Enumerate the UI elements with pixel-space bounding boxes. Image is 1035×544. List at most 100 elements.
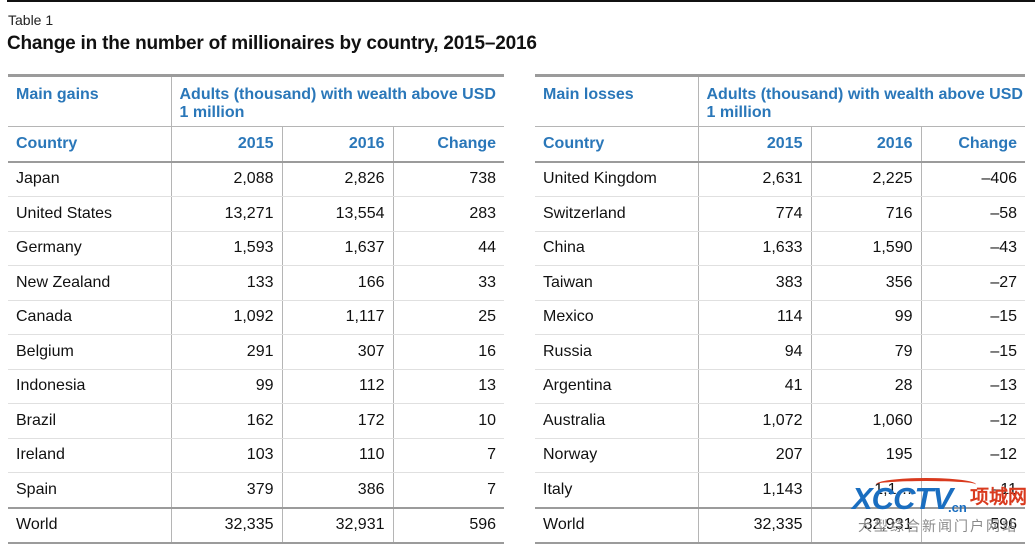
value-2015-cell: 103 [170, 438, 282, 473]
value-2015-cell: 379 [170, 472, 282, 508]
country-cell: Brazil [8, 403, 171, 439]
losses-row: Australia 1,072 1,060 –12 [535, 403, 1026, 439]
losses-rows: United Kingdom 2,631 2,225 –406 Switzerland 7… [535, 161, 1026, 544]
value-2015-cell: 1,593 [170, 231, 282, 266]
world-label-cell: World [535, 506, 698, 544]
value-2016-cell: 2,225 [810, 161, 921, 197]
value-2015-cell: 41 [697, 369, 811, 404]
world-2015-cell: 32,335 [697, 506, 811, 544]
value-2016-cell: 166 [281, 265, 393, 301]
losses-col-country: Country [535, 125, 698, 163]
value-2016-cell: 13,554 [281, 196, 393, 232]
value-2015-cell: 162 [170, 403, 282, 439]
value-2015-cell: 774 [697, 196, 811, 232]
losses-col-2015: 2015 [697, 125, 811, 163]
losses-col-2016: 2016 [810, 125, 921, 163]
gains-row: Canada 1,092 1,117 25 [8, 300, 505, 335]
value-2016-cell: 1,117 [281, 300, 393, 335]
change-cell: –58 [920, 196, 1026, 232]
value-2016-cell: 716 [810, 196, 921, 232]
gains-row: Spain 379 386 7 [8, 472, 505, 508]
country-cell: Switzerland [535, 196, 698, 232]
value-2015-cell: 114 [697, 300, 811, 335]
country-cell: Taiwan [535, 265, 698, 301]
watermark-brand: XCCTV [852, 481, 953, 516]
value-2015-cell: 383 [697, 265, 811, 301]
losses-table: Main losses Adults (thousand) with wealt… [535, 77, 1026, 544]
gains-top-rule [8, 74, 504, 77]
gains-row: Germany 1,593 1,637 44 [8, 231, 505, 266]
country-cell: Argentina [535, 369, 698, 404]
gains-row: Belgium 291 307 16 [8, 334, 505, 370]
world-2015-cell: 32,335 [170, 506, 282, 544]
value-2016-cell: 195 [810, 438, 921, 473]
value-2015-cell: 2,088 [170, 161, 282, 197]
gains-col-2015: 2015 [170, 125, 282, 163]
change-cell: 13 [392, 369, 505, 404]
country-cell: Ireland [8, 438, 171, 473]
value-2015-cell: 99 [170, 369, 282, 404]
gains-table: Main gains Adults (thousand) with wealth… [8, 77, 505, 544]
value-2015-cell: 1,633 [697, 231, 811, 266]
value-2016-cell: 307 [281, 334, 393, 370]
losses-top-rule [535, 74, 1025, 77]
country-cell: Russia [535, 334, 698, 370]
gains-row: Ireland 103 110 7 [8, 438, 505, 473]
gains-row: New Zealand 133 166 33 [8, 265, 505, 301]
value-2015-cell: 94 [697, 334, 811, 370]
country-cell: Italy [535, 472, 698, 508]
gains-panel: Main gains Adults (thousand) with wealth… [8, 74, 505, 544]
country-cell: Indonesia [8, 369, 171, 404]
change-cell: 283 [392, 196, 505, 232]
value-2015-cell: 207 [697, 438, 811, 473]
value-2016-cell: 99 [810, 300, 921, 335]
country-cell: Belgium [8, 334, 171, 370]
change-cell: 7 [392, 472, 505, 508]
value-2015-cell: 13,271 [170, 196, 282, 232]
gains-row: Brazil 162 172 10 [8, 403, 505, 439]
losses-row: Taiwan 383 356 –27 [535, 265, 1026, 301]
country-cell: Canada [8, 300, 171, 335]
losses-row: Russia 94 79 –15 [535, 334, 1026, 370]
country-cell: Australia [535, 403, 698, 439]
change-cell: –406 [920, 161, 1026, 197]
losses-world-row: World 32,335 32,931 596 [535, 506, 1026, 544]
value-2016-cell: 110 [281, 438, 393, 473]
value-2016-cell: 79 [810, 334, 921, 370]
world-2016-cell: 32,931 [281, 506, 393, 544]
gains-row: United States 13,271 13,554 283 [8, 196, 505, 232]
gains-group-desc: Adults (thousand) with wealth above USD … [170, 77, 505, 126]
gains-row: Japan 2,088 2,826 738 [8, 161, 505, 197]
watermark-tagline: 大型综合新闻门户网站 [858, 518, 1018, 534]
gains-row: Indonesia 99 112 13 [8, 369, 505, 404]
country-cell: Spain [8, 472, 171, 508]
losses-col-change: Change [920, 125, 1026, 163]
change-cell: –27 [920, 265, 1026, 301]
country-cell: United States [8, 196, 171, 232]
losses-panel: Main losses Adults (thousand) with wealt… [535, 74, 1026, 544]
watermark-domain: .cn [948, 500, 967, 515]
change-cell: –15 [920, 334, 1026, 370]
losses-group-label: Main losses [543, 86, 634, 103]
country-cell: Japan [8, 161, 171, 197]
value-2016-cell: 2,826 [281, 161, 393, 197]
change-cell: 33 [392, 265, 505, 301]
top-rule [7, 0, 1035, 2]
change-cell: 738 [392, 161, 505, 197]
value-2015-cell: 133 [170, 265, 282, 301]
watermark-swoosh [876, 478, 976, 491]
change-cell: –13 [920, 369, 1026, 404]
change-cell: –43 [920, 231, 1026, 266]
change-cell: 16 [392, 334, 505, 370]
site-watermark: XCCTV 项城网 .cn 大型综合新闻门户网站 [848, 478, 1035, 540]
value-2016-cell: 356 [810, 265, 921, 301]
country-cell: China [535, 231, 698, 266]
country-cell: New Zealand [8, 265, 171, 301]
losses-group-desc: Adults (thousand) with wealth above USD … [697, 77, 1026, 126]
value-2015-cell: 2,631 [697, 161, 811, 197]
gains-rows: Japan 2,088 2,826 738 United States 13,271 13,… [8, 161, 505, 544]
value-2016-cell: 386 [281, 472, 393, 508]
value-2016-cell: 112 [281, 369, 393, 404]
watermark-zh-name: 项城网 [970, 487, 1028, 508]
country-cell: Germany [8, 231, 171, 266]
